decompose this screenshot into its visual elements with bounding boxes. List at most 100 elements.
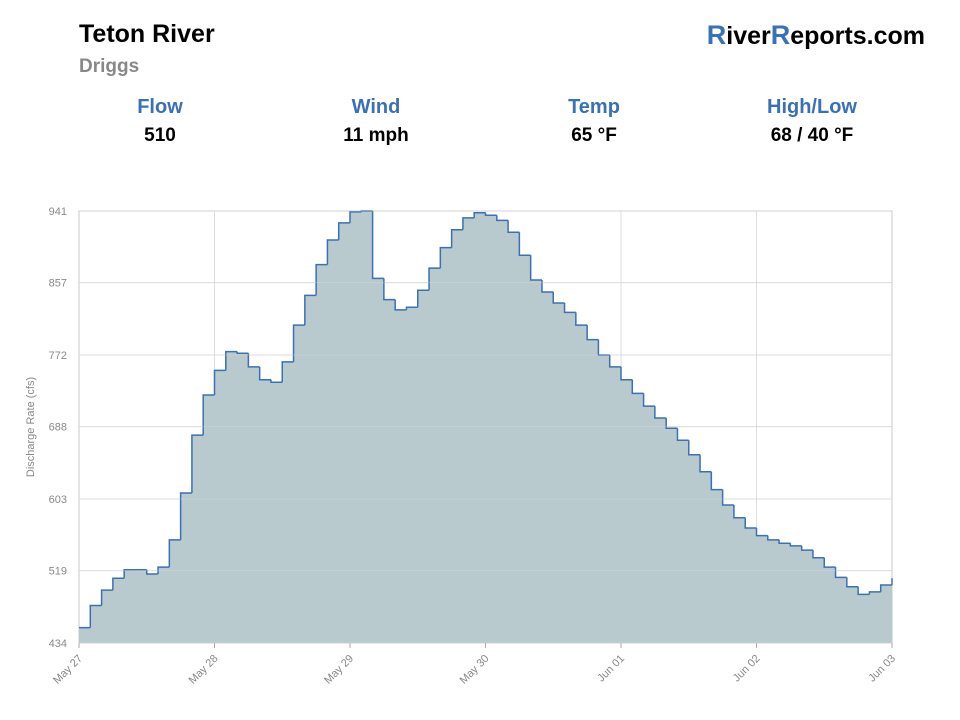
step-line: [292, 324, 305, 362]
area-step: [248, 366, 261, 643]
step-line: [879, 584, 892, 592]
area-step: [282, 361, 295, 643]
step-line: [450, 228, 463, 248]
step-line: [304, 294, 317, 326]
stat: High/Low 68 / 40 °F: [722, 96, 902, 147]
area-step: [383, 299, 396, 643]
step-line: [315, 263, 328, 296]
step-line: [654, 406, 667, 419]
area-step: [259, 379, 272, 643]
step-line: [778, 539, 791, 545]
step-line: [586, 325, 599, 341]
area-step: [180, 493, 193, 643]
step-line: [281, 361, 294, 383]
area-step: [191, 435, 204, 643]
area-step: [237, 353, 249, 643]
step-line: [563, 303, 576, 314]
step-line: [473, 211, 486, 218]
area-step: [90, 605, 103, 643]
step-line: [462, 217, 475, 230]
area-step: [293, 325, 306, 643]
step-line: [383, 278, 396, 301]
river-title: Teton River: [79, 20, 215, 48]
step-line: [620, 366, 633, 381]
x-tick-label: May 30: [458, 653, 492, 687]
area-step: [575, 325, 588, 643]
y-axis-label: Discharge Rate (cfs): [25, 377, 37, 477]
step-line: [168, 539, 181, 568]
y-tick-label: 941: [49, 206, 67, 218]
step-line: [394, 299, 407, 311]
step-line: [608, 355, 621, 368]
step-line: [202, 394, 215, 436]
step-line: [337, 222, 350, 240]
step-line: [349, 211, 362, 223]
step-line: [800, 545, 813, 551]
step-line: [688, 440, 701, 456]
y-tick-label: 688: [49, 422, 67, 434]
step-line: [507, 220, 520, 234]
step-line: [371, 211, 384, 280]
area-step: [451, 229, 464, 644]
area-step: [485, 215, 498, 643]
step-line: [326, 239, 339, 265]
stat-label: Temp: [568, 96, 620, 118]
area-step: [835, 577, 848, 643]
area-step: [858, 594, 870, 643]
stat-value: 68 / 40 °F: [770, 125, 854, 146]
x-tick-label: Jun 01: [595, 653, 627, 685]
y-tick-label: 772: [49, 350, 67, 362]
area-step: [722, 504, 735, 643]
step-line: [575, 312, 588, 326]
location: Driggs: [79, 56, 140, 77]
area-step: [767, 539, 780, 643]
area-step: [135, 569, 148, 643]
area-step: [417, 290, 430, 643]
area-step: [146, 573, 159, 643]
step-line: [755, 527, 768, 537]
step-line: [665, 418, 678, 430]
area-step: [643, 406, 656, 643]
stat-value: 65 °F: [571, 125, 617, 146]
step-line: [812, 550, 825, 559]
brand[interactable]: RiverReports.com: [707, 20, 925, 51]
step-line: [100, 589, 113, 606]
step-line: [541, 280, 554, 293]
y-tick-label: 857: [49, 278, 67, 290]
step-line: [868, 591, 881, 595]
area-step: [316, 264, 328, 643]
area-step: [621, 379, 633, 643]
step-line: [767, 535, 780, 541]
stat-label: Wind: [351, 96, 401, 118]
brand-part: R: [770, 20, 791, 50]
step-line: [112, 577, 125, 591]
area-step: [745, 527, 757, 643]
area-step: [327, 239, 340, 644]
step-line: [529, 255, 542, 281]
area-step: [519, 255, 532, 644]
area-step: [733, 517, 746, 643]
area-step: [812, 557, 825, 643]
x-tick-label: Jun 03: [866, 653, 898, 685]
step-line: [417, 289, 430, 308]
step-line: [157, 566, 170, 574]
step-line: [834, 567, 847, 579]
x-tick-label: May 29: [322, 653, 356, 687]
stat-label: High/Low: [767, 96, 857, 118]
step-line: [699, 454, 712, 473]
step-line: [733, 504, 746, 519]
step-line: [710, 471, 723, 491]
x-tick-label: May 27: [51, 653, 85, 687]
area-step: [654, 418, 667, 643]
step-line: [428, 267, 441, 291]
area-step: [395, 309, 407, 643]
step-line: [642, 393, 655, 407]
area-step: [790, 545, 803, 643]
area-step: [429, 268, 441, 643]
x-tick-label: Jun 02: [731, 653, 763, 685]
area-step: [270, 382, 283, 643]
area-step: [474, 212, 486, 643]
area-step: [700, 471, 712, 643]
